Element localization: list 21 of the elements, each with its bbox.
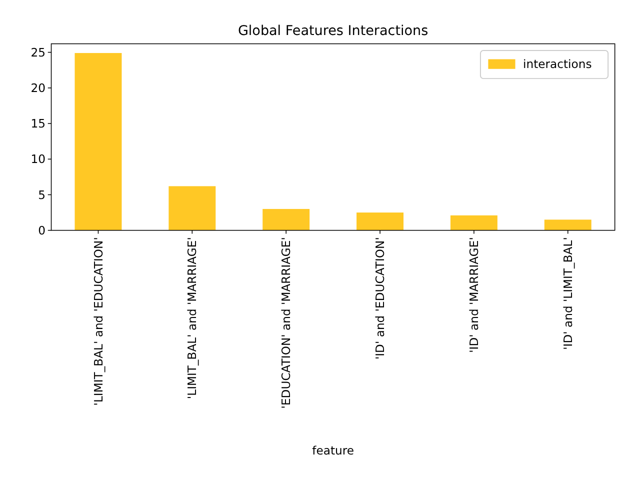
bar: [74, 53, 122, 230]
bar: [168, 186, 216, 230]
x-axis-title: feature: [312, 444, 354, 458]
x-tick-label: 'LIMIT_BAL' and 'EDUCATION': [91, 237, 106, 406]
x-tick-label: 'ID' and 'LIMIT_BAL': [560, 237, 575, 350]
bar: [262, 208, 310, 230]
y-tick-label: 0: [38, 223, 46, 238]
x-tick-label: 'ID' and 'EDUCATION': [373, 237, 388, 360]
x-tick-label: 'EDUCATION' and 'MARRIAGE': [279, 237, 294, 409]
x-tick-label: 'LIMIT_BAL' and 'MARRIAGE': [185, 237, 200, 400]
bar: [450, 215, 498, 230]
legend-label: interactions: [523, 57, 592, 72]
y-tick-label: 15: [30, 116, 46, 131]
bar: [356, 212, 404, 230]
x-tick-label: 'ID' and 'MARRIAGE': [467, 237, 481, 353]
y-tick-label: 20: [30, 80, 46, 95]
bar: [544, 220, 592, 230]
y-tick-label: 25: [30, 45, 46, 60]
y-tick-label: 10: [30, 152, 46, 166]
y-tick-label: 5: [38, 188, 46, 202]
chart-title: Global Features Interactions: [238, 23, 428, 40]
